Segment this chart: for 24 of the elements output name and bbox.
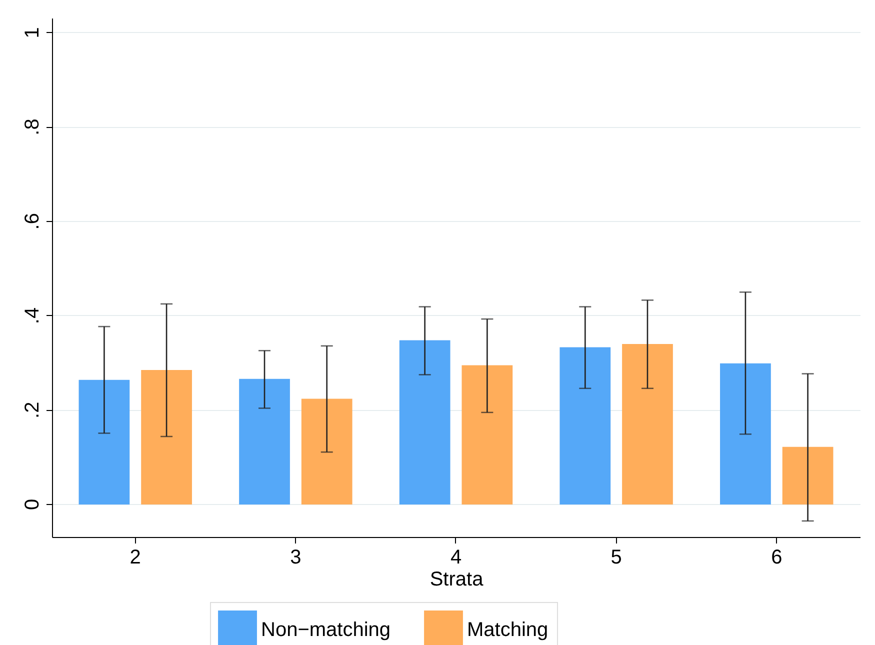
bar	[399, 340, 450, 504]
bar	[301, 398, 352, 504]
bar	[462, 365, 513, 504]
legend-label: Matching	[467, 618, 548, 641]
bar	[560, 347, 611, 504]
bar	[239, 378, 290, 504]
x-tick-label: 2	[130, 546, 141, 568]
bar	[141, 370, 192, 504]
y-tick-label: .8	[22, 118, 44, 136]
y-tick-label: .2	[22, 402, 44, 418]
x-tick-label: 5	[610, 546, 622, 568]
y-tick-label: .6	[22, 213, 44, 230]
bar	[782, 446, 834, 504]
y-tick-label: 0	[22, 498, 44, 510]
x-axis-title: Strata	[430, 568, 484, 590]
x-tick-label: 3	[290, 546, 302, 568]
x-tick-label: 4	[450, 546, 462, 568]
bar	[78, 380, 130, 504]
legend-label: Non−matching	[261, 618, 391, 641]
y-tick-label: 1	[22, 27, 44, 38]
bar	[720, 363, 771, 504]
y-tick-label: .4	[22, 307, 44, 324]
bar	[622, 344, 673, 504]
x-tick-label: 6	[771, 546, 782, 568]
